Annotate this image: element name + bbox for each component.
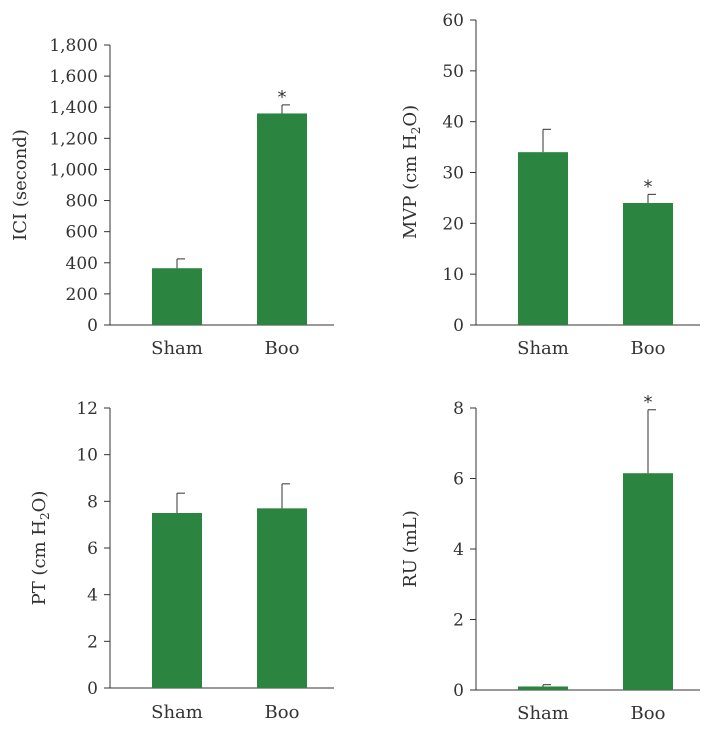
y-tick-label: 1,400 [49, 98, 98, 118]
y-tick-label: 4 [453, 540, 464, 560]
category-label: Boo [265, 338, 300, 359]
y-tick-label: 8 [453, 399, 464, 419]
y-tick-label: 30 [442, 164, 464, 184]
chart-panel-3: 0 2 4 6 8 10 12 Sham Boo PT (cm H2O) [29, 399, 334, 723]
y-tick-label: 50 [442, 62, 464, 82]
y-axis-label: RU (mL) [400, 510, 421, 588]
significance-marker: * [644, 392, 653, 413]
category-label: Sham [151, 338, 203, 359]
y-tick-label: 1,800 [49, 36, 98, 56]
y-tick-label: 1,200 [49, 129, 98, 149]
bar-sham [518, 152, 568, 325]
y-tick-label: 8 [87, 492, 98, 512]
y-tick-label: 10 [442, 265, 464, 285]
bar-sham [152, 513, 202, 688]
y-tick-label: 1,000 [49, 160, 98, 180]
bar-boo [623, 203, 673, 325]
bar-sham [518, 686, 568, 690]
y-tick-label: 20 [442, 214, 464, 234]
y-tick-label: 400 [66, 254, 98, 274]
category-label: Boo [631, 338, 666, 359]
y-tick-label: 60 [442, 11, 464, 31]
y-tick-label: 4 [87, 586, 98, 606]
bar-boo [257, 508, 307, 688]
y-tick-label: 0 [453, 316, 464, 336]
bar-boo [623, 473, 673, 690]
bar-boo [257, 113, 307, 325]
category-label: Boo [265, 702, 300, 723]
y-tick-label: 0 [87, 316, 98, 336]
significance-marker: * [278, 87, 287, 108]
y-tick-label: 1,600 [49, 67, 98, 87]
chart-panel-2: 0 10 20 30 40 50 60 Sham * Boo MVP (cm H2O) [400, 11, 700, 359]
y-tick-label: 10 [76, 446, 98, 466]
category-label: Boo [631, 703, 666, 724]
y-axis-label: MVP (cm H2O) [400, 105, 423, 239]
y-tick-label: 6 [453, 470, 464, 490]
y-tick-label: 0 [453, 681, 464, 701]
chart-panel-4: 0 2 4 6 8 Sham * Boo RU (mL) [400, 392, 700, 724]
y-tick-label: 2 [87, 632, 98, 652]
bar-sham [152, 268, 202, 325]
y-tick-label: 600 [66, 223, 98, 243]
y-axis-label: PT (cm H2O) [29, 491, 52, 606]
category-label: Sham [517, 338, 569, 359]
y-tick-label: 800 [66, 192, 98, 212]
chart-panel-1: 0 200 400 600 800 1,000 1,200 1,400 1,600 1,800 Sh… [10, 36, 334, 359]
y-tick-label: 2 [453, 611, 464, 631]
y-tick-label: 200 [66, 285, 98, 305]
y-tick-label: 6 [87, 539, 98, 559]
significance-marker: * [644, 176, 653, 197]
y-axis-label: ICI (second) [10, 129, 31, 241]
y-tick-label: 0 [87, 679, 98, 699]
y-tick-label: 40 [442, 113, 464, 133]
category-label: Sham [517, 703, 569, 724]
y-tick-label: 12 [76, 399, 98, 419]
category-label: Sham [151, 702, 203, 723]
